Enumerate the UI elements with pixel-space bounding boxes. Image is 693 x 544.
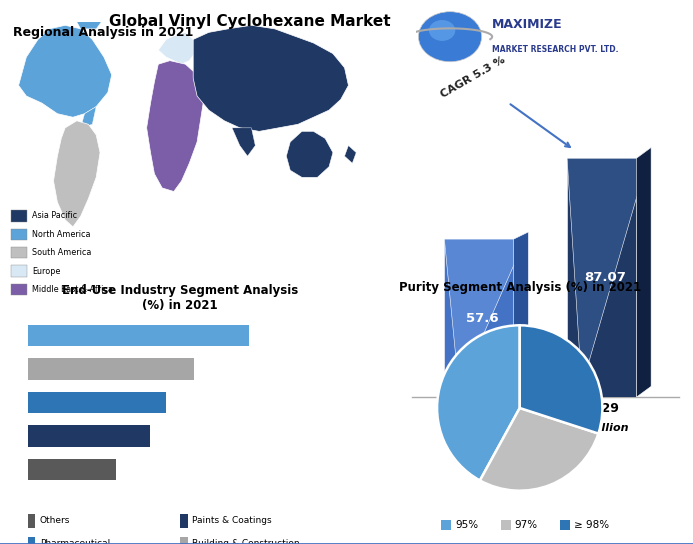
X-axis label: Market Size in USD Million: Market Size in USD Million bbox=[463, 423, 629, 434]
Text: Europe: Europe bbox=[32, 267, 60, 276]
Polygon shape bbox=[80, 107, 96, 128]
Text: North America: North America bbox=[32, 230, 91, 239]
Text: 97%: 97% bbox=[515, 521, 538, 530]
Polygon shape bbox=[77, 11, 104, 29]
Text: South America: South America bbox=[32, 248, 91, 257]
Bar bbox=[180, 536, 188, 544]
Bar bbox=[28, 459, 116, 480]
Polygon shape bbox=[53, 121, 100, 227]
Bar bbox=[11, 284, 27, 295]
Title: Purity Segment Analysis (%) in 2021: Purity Segment Analysis (%) in 2021 bbox=[398, 281, 641, 294]
Text: 87.07: 87.07 bbox=[584, 271, 626, 284]
Polygon shape bbox=[514, 232, 528, 397]
Polygon shape bbox=[193, 26, 349, 131]
Bar bbox=[444, 239, 514, 397]
Bar bbox=[28, 358, 194, 380]
Text: MARKET RESEARCH PVT. LTD.: MARKET RESEARCH PVT. LTD. bbox=[492, 45, 619, 54]
Bar bbox=[28, 392, 166, 413]
Bar bbox=[28, 536, 35, 544]
Wedge shape bbox=[437, 325, 520, 480]
Polygon shape bbox=[232, 128, 255, 156]
Polygon shape bbox=[636, 147, 651, 397]
Text: Paints & Coatings: Paints & Coatings bbox=[193, 516, 272, 526]
Bar bbox=[11, 247, 27, 258]
Bar bbox=[28, 514, 35, 528]
Wedge shape bbox=[480, 408, 598, 491]
Bar bbox=[180, 514, 188, 528]
Polygon shape bbox=[158, 33, 197, 64]
Text: Pharmaceutical: Pharmaceutical bbox=[40, 539, 110, 544]
Text: Global Vinyl Cyclohexane Market: Global Vinyl Cyclohexane Market bbox=[109, 14, 390, 29]
Polygon shape bbox=[286, 131, 333, 177]
Text: Others: Others bbox=[40, 516, 70, 526]
Circle shape bbox=[419, 12, 482, 62]
Text: ≥ 98%: ≥ 98% bbox=[574, 521, 609, 530]
Polygon shape bbox=[147, 60, 205, 191]
Text: Asia Pacific: Asia Pacific bbox=[32, 212, 78, 220]
Bar bbox=[28, 425, 150, 447]
Bar bbox=[567, 158, 636, 397]
Text: 95%: 95% bbox=[455, 521, 478, 530]
Text: MAXIMIZE: MAXIMIZE bbox=[492, 18, 563, 30]
Polygon shape bbox=[19, 26, 112, 117]
Text: Middle East & Africa: Middle East & Africa bbox=[32, 285, 113, 294]
Bar bbox=[28, 325, 249, 347]
Bar bbox=[11, 210, 27, 221]
Text: CAGR 5.3 %: CAGR 5.3 % bbox=[439, 55, 570, 147]
Title: End-Use Industry Segment Analysis
(%) in 2021: End-Use Industry Segment Analysis (%) in… bbox=[62, 283, 298, 312]
Polygon shape bbox=[344, 145, 356, 163]
Bar bbox=[11, 228, 27, 240]
Bar bbox=[441, 521, 451, 530]
Circle shape bbox=[429, 20, 455, 41]
Bar bbox=[11, 265, 27, 277]
Polygon shape bbox=[444, 232, 528, 390]
Bar bbox=[560, 521, 570, 530]
Text: 57.6: 57.6 bbox=[466, 312, 498, 325]
Wedge shape bbox=[520, 325, 602, 434]
Text: Regional Analysis in 2021: Regional Analysis in 2021 bbox=[12, 26, 193, 39]
Polygon shape bbox=[567, 147, 651, 386]
Bar bbox=[501, 521, 511, 530]
Text: Building & Construction: Building & Construction bbox=[193, 539, 300, 544]
